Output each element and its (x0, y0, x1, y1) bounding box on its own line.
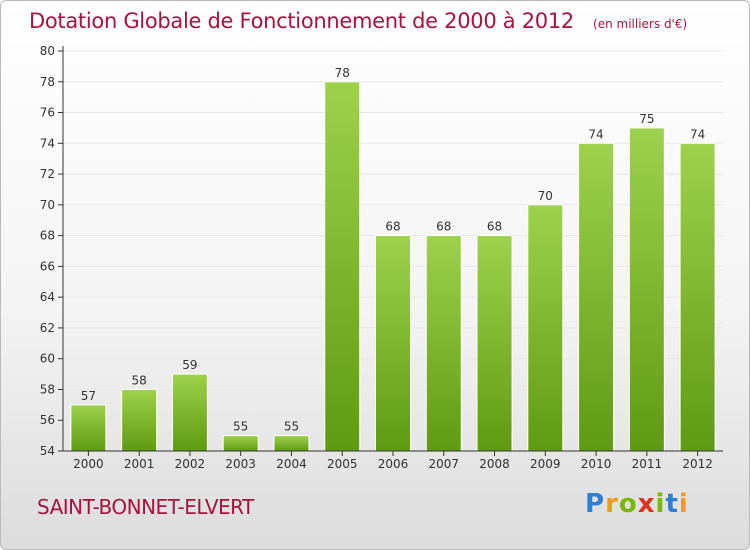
logo-letter: P (585, 489, 606, 519)
y-tick-label: 56 (40, 413, 55, 427)
y-tick-label: 80 (40, 44, 55, 58)
chart-subtitle: (en milliers d'€) (593, 17, 688, 31)
logo-letter: i (678, 489, 689, 519)
bar-2004 (273, 435, 310, 452)
title-row: Dotation Globale de Fonctionnement de 20… (29, 9, 687, 33)
y-tick-label: 76 (40, 106, 55, 120)
proxiti-logo: Proxiti (585, 489, 689, 519)
logo-letter: r (605, 489, 619, 519)
y-tick-label: 74 (40, 136, 55, 150)
bar-2012 (679, 142, 716, 452)
bar-2008 (476, 235, 513, 452)
y-tick-label: 60 (40, 352, 55, 366)
logo-letter: i (655, 489, 666, 519)
x-tick-label-2009: 2009 (530, 457, 561, 471)
data-label-2001: 58 (132, 373, 147, 387)
bar-2005 (324, 81, 361, 452)
y-tick-label: 58 (40, 382, 55, 396)
commune-name: SAINT-BONNET-ELVERT (37, 495, 254, 519)
x-tick-label-2010: 2010 (581, 457, 612, 471)
x-tick-label-2004: 2004 (276, 457, 307, 471)
y-tick-label: 68 (40, 229, 55, 243)
y-tick-label: 70 (40, 198, 55, 212)
x-tick-label-2008: 2008 (479, 457, 510, 471)
y-tick-label: 64 (40, 290, 55, 304)
data-label-2010: 74 (588, 127, 603, 141)
data-label-2004: 55 (284, 420, 299, 434)
x-tick-label-2000: 2000 (73, 457, 104, 471)
bar-2010 (578, 142, 615, 452)
x-tick-label-2006: 2006 (378, 457, 409, 471)
bar-2000 (70, 404, 107, 452)
bar-2009 (527, 204, 564, 452)
data-label-2006: 68 (385, 220, 400, 234)
y-tick-label: 54 (40, 444, 55, 458)
logo-letter: x (637, 489, 656, 519)
x-tick-label-2007: 2007 (428, 457, 459, 471)
bar-2007 (425, 235, 462, 452)
data-label-2008: 68 (487, 220, 502, 234)
data-label-2007: 68 (436, 220, 451, 234)
bar-2001 (121, 388, 158, 452)
logo-letter: o (618, 489, 638, 519)
data-label-2002: 59 (182, 358, 197, 372)
data-label-2005: 78 (335, 66, 350, 80)
data-label-2011: 75 (639, 112, 654, 126)
x-tick-label-2012: 2012 (682, 457, 713, 471)
bar-2006 (375, 235, 411, 452)
x-tick-label-2005: 2005 (327, 457, 358, 471)
bar-2002 (171, 373, 208, 452)
data-label-2003: 55 (233, 420, 248, 434)
y-tick-label: 62 (40, 321, 55, 335)
y-tick-label: 78 (40, 75, 55, 89)
x-tick-label-2003: 2003 (225, 457, 256, 471)
y-tick-label: 66 (40, 259, 55, 273)
x-tick-label-2011: 2011 (632, 457, 663, 471)
data-label-2009: 70 (538, 189, 553, 203)
bar-2011 (628, 127, 665, 452)
data-label-2012: 74 (690, 127, 705, 141)
data-label-2000: 57 (81, 389, 96, 403)
chart-title: Dotation Globale de Fonctionnement de 20… (29, 9, 574, 33)
x-tick-label-2002: 2002 (175, 457, 206, 471)
x-tick-label-2001: 2001 (124, 457, 155, 471)
logo-letter: t (665, 489, 679, 519)
y-tick-label: 72 (40, 167, 55, 181)
bar-2003 (222, 435, 259, 452)
